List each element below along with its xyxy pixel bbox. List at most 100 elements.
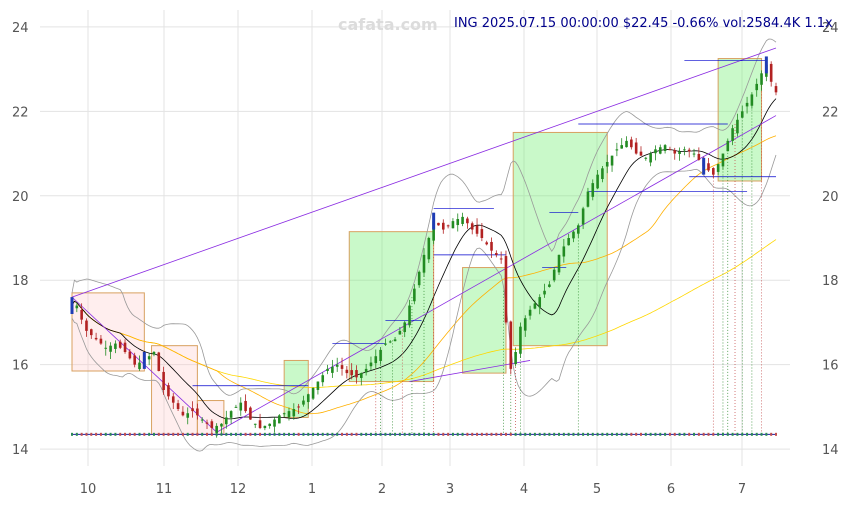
volume-tick — [721, 432, 724, 436]
candle-body — [557, 254, 561, 273]
candle-body — [302, 400, 305, 405]
volume-tick — [683, 432, 686, 436]
candle-body — [350, 370, 353, 376]
volume-tick — [620, 432, 623, 436]
volume-tick — [360, 432, 363, 436]
volume-tick — [345, 432, 348, 436]
volume-tick — [172, 432, 175, 436]
volume-tick — [693, 432, 696, 436]
candle-body — [533, 303, 537, 309]
x-tick-label: 7 — [738, 482, 746, 497]
candle-body — [422, 254, 426, 273]
candle-body — [360, 373, 363, 378]
volume-tick — [423, 432, 425, 436]
candle-body — [157, 352, 161, 371]
candle-body — [538, 297, 542, 308]
candle-body — [649, 153, 652, 163]
candle-body — [355, 370, 358, 378]
volume-tick — [717, 432, 720, 436]
candle-body — [596, 174, 599, 189]
candle-body — [528, 309, 532, 316]
volume-tick — [562, 432, 565, 436]
volume-tick — [268, 432, 271, 436]
volume-tick — [99, 432, 102, 436]
candle-body — [610, 155, 614, 166]
candle-body — [581, 208, 585, 225]
y-tick-label-right: 24 — [822, 21, 839, 36]
volume-tick — [186, 432, 189, 436]
candle-body — [543, 290, 546, 295]
volume-tick — [75, 432, 78, 436]
volume-tick — [466, 432, 469, 436]
candle-body — [171, 396, 175, 403]
candle-body — [388, 341, 392, 343]
x-tick-label: 11 — [156, 482, 173, 497]
volume-tick — [394, 432, 397, 436]
volume-tick — [283, 432, 286, 436]
candle-body — [297, 406, 300, 408]
candle-body — [181, 411, 185, 416]
volume-tick — [143, 432, 146, 436]
candle-body — [552, 269, 556, 281]
volume-tick — [577, 432, 580, 436]
y-tick-label-right: 14 — [822, 443, 839, 458]
volume-tick — [321, 432, 324, 436]
volume-tick — [85, 432, 88, 436]
volume-tick — [765, 432, 768, 436]
candle-body — [311, 387, 315, 399]
x-tick-label: 2 — [378, 482, 386, 497]
volume-tick — [509, 432, 512, 436]
candle-body — [605, 162, 609, 167]
candle-body — [456, 219, 460, 226]
green-range-box — [462, 267, 507, 374]
candle-body — [167, 385, 170, 397]
candle-body — [138, 362, 141, 370]
candle-body — [340, 365, 344, 369]
volume-tick — [712, 432, 715, 436]
volume-tick — [133, 432, 136, 436]
candle-body — [417, 271, 421, 286]
candle-body — [490, 241, 493, 251]
candle-body — [408, 305, 411, 326]
volume-tick — [514, 432, 517, 436]
volume-tick — [543, 432, 546, 436]
candle-body — [562, 246, 566, 257]
candle-body — [75, 305, 79, 309]
candle-body — [191, 408, 194, 412]
volume-tick — [707, 432, 710, 436]
candle-body — [80, 310, 83, 320]
candle-body — [225, 417, 228, 425]
candle-body — [393, 339, 397, 342]
ma-short-line — [71, 98, 777, 420]
volume-tick — [644, 432, 647, 436]
candle-body — [683, 149, 686, 151]
candle-body — [480, 229, 484, 238]
volume-tick — [114, 432, 117, 436]
volume-tick — [664, 432, 667, 436]
volume-tick — [437, 432, 440, 436]
range-boxes — [71, 58, 763, 435]
volume-tick — [230, 432, 233, 436]
volume-tick — [263, 432, 266, 436]
y-tick-label-left: 18 — [12, 274, 29, 289]
candle-body — [750, 94, 754, 106]
candle-body — [273, 419, 276, 427]
volume-tick — [119, 432, 122, 436]
volume-tick — [654, 432, 657, 436]
volume-tick — [254, 432, 257, 436]
volume-tick — [326, 432, 329, 436]
candle-body — [268, 423, 271, 427]
volume-tick — [273, 432, 276, 436]
candle-body — [94, 337, 98, 340]
green-range-box — [512, 131, 608, 347]
candle-body — [499, 258, 503, 260]
candle-body — [109, 345, 112, 352]
volume-tick — [524, 432, 527, 436]
volume-tick — [341, 432, 344, 436]
candle-body — [398, 330, 402, 335]
volume-tick — [418, 432, 421, 436]
volume-tick — [456, 432, 459, 436]
volume-tick — [201, 432, 204, 436]
candle-body — [234, 406, 238, 408]
candle-body — [707, 163, 710, 171]
